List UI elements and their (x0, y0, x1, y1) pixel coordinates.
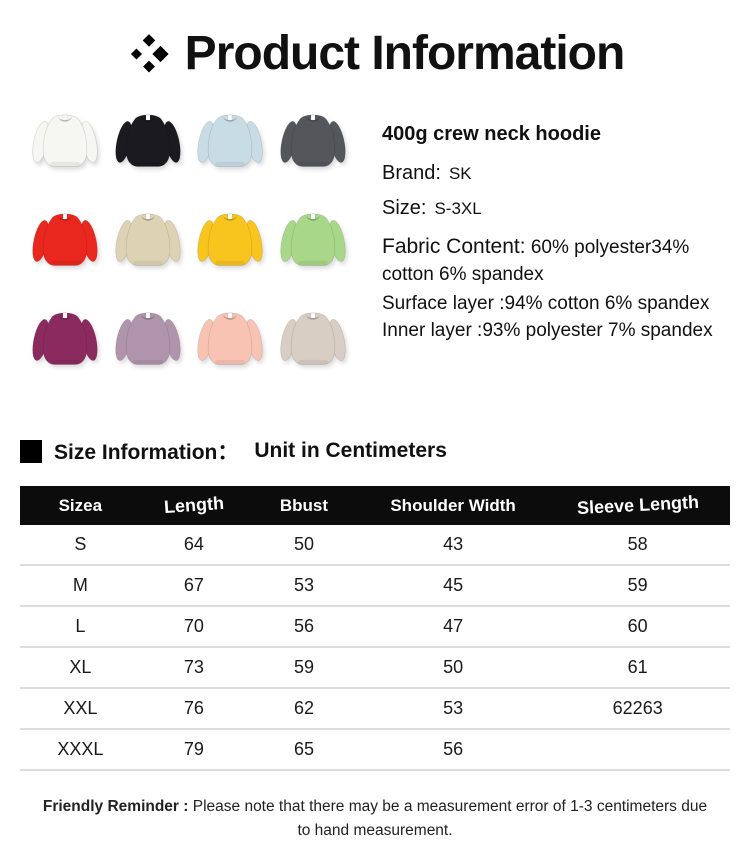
table-cell: 56 (247, 606, 361, 648)
table-cell: 79 (140, 729, 248, 771)
column-header: Sizea (20, 486, 141, 525)
table-cell: 56 (360, 729, 546, 771)
product-section: 400g crew neck hoodie Brand: SK Size: S-3X… (0, 81, 750, 388)
column-header: Length (140, 486, 248, 525)
product-name: 400g crew neck hoodie (382, 123, 601, 145)
table-cell: 60 (545, 606, 730, 648)
table-cell: L (20, 606, 141, 648)
friendly-reminder: Friendly Reminder : Please note that the… (41, 795, 709, 863)
hoodie-svg (279, 312, 346, 365)
reminder-text: Please note that there may be a measurem… (188, 798, 708, 840)
hoodie-svg (114, 213, 181, 266)
table-cell: XL (20, 647, 141, 689)
table-row: L 70 56 47 60 (20, 606, 730, 648)
table-cell: 47 (360, 606, 546, 648)
brand-line: Brand: SK (382, 162, 724, 185)
hoodie-image-oatmeal (274, 295, 352, 388)
hoodie-svg (197, 114, 263, 167)
hoodie-svg (32, 114, 98, 167)
table-row: S 64 50 43 58 (20, 525, 730, 566)
table-cell: 53 (360, 688, 546, 730)
table-cell: 62263 (545, 688, 730, 730)
table-cell: M (20, 565, 141, 607)
page-title: Product Information (184, 27, 626, 80)
table-cell: 62 (247, 688, 361, 730)
hoodie-image-red (26, 196, 104, 289)
table-cell: 59 (247, 647, 361, 689)
unit-label: Unit in Centimeters (254, 439, 447, 462)
hoodie-svg (197, 213, 263, 266)
size-table-header-row: Sizea Length Bbust Shoulder Width Sleeve Len… (20, 486, 730, 525)
table-cell: 43 (360, 525, 546, 566)
hoodie-image-white (26, 97, 104, 190)
table-row: XL 73 59 50 61 (20, 647, 730, 689)
table-cell: 50 (360, 647, 546, 689)
table-cell: XXXL (20, 729, 141, 771)
hoodie-svg (197, 312, 263, 365)
fabric-label: Fabric Content: (382, 235, 526, 258)
hoodie-svg (279, 213, 346, 266)
hoodie-svg (114, 114, 181, 167)
size-info-heading: Size Information： (54, 441, 239, 464)
size-table-body: S 64 50 43 58 M 67 53 45 59 L 70 56 47 60 XL 73 59 50 61 XXL… (20, 525, 730, 771)
table-cell: 73 (140, 647, 248, 689)
fabric-content-line: Fabric Content: 60% polyester34% cotton … (382, 232, 724, 289)
table-row: M 67 53 45 59 (20, 565, 730, 607)
hoodie-svg (32, 312, 98, 365)
hoodie-image-yellow (191, 196, 269, 289)
table-cell: 67 (140, 565, 248, 607)
hoodie-image-dark-gray (274, 97, 352, 190)
table-cell: 70 (140, 606, 248, 648)
size-line: Size: S-3XL (382, 197, 724, 220)
table-cell: 59 (545, 565, 730, 607)
table-cell: 45 (360, 565, 546, 607)
table-cell: 53 (247, 565, 361, 607)
table-cell: 50 (247, 525, 361, 566)
black-square-bullet (20, 439, 42, 463)
size-info-heading-row: Size Information： Unit in Centimeters (0, 436, 750, 466)
page-header: Product Information (0, 0, 750, 81)
table-row: XXXL 79 65 56 (20, 729, 730, 771)
table-cell: S (20, 525, 141, 566)
column-header: Shoulder Width (360, 486, 546, 525)
hoodie-image-black (109, 97, 187, 190)
product-info: 400g crew neck hoodie Brand: SK Size: S-3X… (354, 93, 724, 388)
column-header: Sleeve Length (545, 486, 730, 525)
hoodie-image-pink (191, 295, 269, 388)
table-cell: 65 (247, 729, 361, 771)
diamond-cluster-icon (130, 33, 169, 72)
column-header: Bbust (247, 486, 361, 525)
table-cell: 64 (140, 525, 248, 566)
surface-layer-line: Surface layer :94% cotton 6% spandex (382, 292, 710, 314)
table-cell (545, 729, 730, 771)
hoodie-image-plum (26, 295, 104, 388)
table-cell: XXL (20, 688, 141, 730)
inner-layer-line: Inner layer :93% polyester 7% spandex (382, 319, 713, 341)
product-color-grid (26, 93, 354, 388)
hoodie-svg (32, 213, 98, 266)
hoodie-image-light-blue (191, 97, 269, 190)
size-value: S-3XL (434, 199, 482, 218)
size-label: Size: (382, 197, 427, 219)
hoodie-image-beige (109, 196, 187, 289)
table-row: XXL 76 62 53 62263 (20, 688, 730, 730)
table-cell: 61 (545, 647, 730, 689)
brand-value: SK (448, 164, 472, 183)
fabric-value: 60% polyester34% cotton 6% spandex (382, 237, 690, 285)
table-cell: 58 (545, 525, 730, 566)
table-cell: 76 (140, 688, 248, 730)
size-table: Sizea Length Bbust Shoulder Width Sleeve Len… (20, 486, 730, 771)
reminder-label: Friendly Reminder : (42, 798, 189, 815)
hoodie-image-light-green (274, 196, 352, 289)
hoodie-image-mauve (109, 295, 187, 388)
brand-label: Brand: (382, 162, 441, 184)
hoodie-svg (279, 114, 346, 167)
hoodie-svg (114, 312, 181, 365)
